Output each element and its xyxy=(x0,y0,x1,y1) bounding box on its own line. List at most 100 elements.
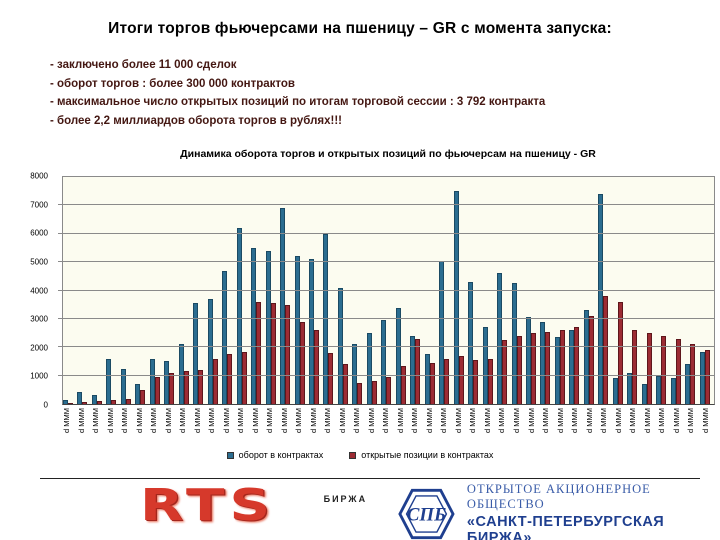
bar-pair xyxy=(468,177,482,404)
open-positions-bar xyxy=(328,352,334,404)
turnover-bar xyxy=(135,384,141,404)
bar-pair xyxy=(294,177,309,404)
open-positions-bar xyxy=(386,377,392,404)
turnover-bar xyxy=(207,299,213,404)
bar-pair xyxy=(91,177,106,404)
x-axis-tick-label: d MMM xyxy=(686,408,696,433)
bar-pair xyxy=(583,177,598,404)
bar-pair xyxy=(511,177,526,404)
bullet-item: - оборот торгов : более 300 000 контракт… xyxy=(50,77,295,90)
turnover-bar xyxy=(395,307,401,404)
open-positions-bar xyxy=(96,401,102,404)
open-positions-bar xyxy=(531,333,536,404)
open-positions-bar xyxy=(473,360,479,404)
x-axis-tick: d MMM xyxy=(381,408,396,450)
open-positions-bar xyxy=(313,330,319,404)
turnover-bar xyxy=(251,247,257,404)
open-positions-bar xyxy=(704,350,710,404)
x-axis-tick-label: d MMM xyxy=(221,408,231,433)
x-axis-tick-label: d MMM xyxy=(395,408,405,433)
turnover-bar xyxy=(149,359,155,404)
turnover-bar xyxy=(366,333,372,404)
rts-logo: RTS БИРЖА xyxy=(140,482,367,530)
x-axis-tick-label: d MMM xyxy=(541,408,551,433)
y-axis: 0 1000 2000 3000 4000 5000 6000 7000 8000 xyxy=(0,172,56,410)
bar-pair xyxy=(410,177,424,404)
bar-pair xyxy=(63,177,77,404)
x-axis-tick-label: d MMM xyxy=(453,408,463,433)
x-axis-tick: d MMM xyxy=(265,408,280,450)
bar-pair xyxy=(251,177,265,404)
turnover-bar xyxy=(323,233,329,404)
bar-pair xyxy=(337,177,352,404)
x-axis-tick-label: d MMM xyxy=(642,408,652,433)
turnover-bar xyxy=(627,372,633,404)
turnover-bar xyxy=(265,250,271,404)
open-positions-bar xyxy=(270,303,276,404)
x-axis-tick: d MMM xyxy=(91,408,106,450)
x-axis-tick: d MMM xyxy=(106,408,121,450)
open-positions-bar xyxy=(444,358,450,404)
bar-pair xyxy=(569,177,583,404)
bar-pair xyxy=(222,177,236,404)
x-axis-tick-label: d MMM xyxy=(120,408,130,433)
x-axis-tick-label: d MMM xyxy=(439,408,449,433)
slide-title: Итоги торгов фьючерсами на пшеницу – GR … xyxy=(108,20,612,37)
x-axis-tick: d MMM xyxy=(309,408,324,450)
open-positions-bar xyxy=(675,338,681,404)
open-positions-bar xyxy=(516,335,522,404)
turnover-bar xyxy=(511,283,517,404)
bar-pair xyxy=(106,177,120,404)
x-axis-tick: d MMM xyxy=(396,408,411,450)
turnover-bar xyxy=(598,194,604,404)
x-axis-tick: d MMM xyxy=(585,408,600,450)
gridline xyxy=(58,261,714,263)
bullet-item: - более 2,2 миллиардов оборота торгов в … xyxy=(50,114,343,127)
turnover-bar xyxy=(178,344,184,404)
bar-pair xyxy=(453,177,468,404)
turnover-bar xyxy=(308,259,314,404)
x-axis-tick-label: d MMM xyxy=(250,408,260,433)
open-positions-bar xyxy=(111,400,117,404)
bar-pair xyxy=(612,177,627,404)
x-axis-tick-label: d MMM xyxy=(555,408,565,433)
open-positions-bar xyxy=(603,296,609,404)
open-positions-bar xyxy=(429,362,435,404)
x-axis-tick-label: d MMM xyxy=(337,408,347,433)
open-positions-bar xyxy=(68,403,73,404)
x-axis-tick-label: d MMM xyxy=(468,408,478,433)
x-axis-tick: d MMM xyxy=(483,408,498,450)
y-axis-tick-label: 5000 xyxy=(30,257,48,267)
bar-pair xyxy=(77,177,91,404)
gridline xyxy=(58,317,714,319)
x-axis-tick: d MMM xyxy=(541,408,556,450)
bar-pair xyxy=(352,177,366,404)
x-axis-tick-label: d MMM xyxy=(410,408,420,433)
rts-logo-caption: БИРЖА xyxy=(323,494,368,504)
x-axis-tick: d MMM xyxy=(207,408,222,450)
turnover-bar xyxy=(280,208,286,404)
turnover-bar xyxy=(337,287,343,404)
x-axis-tick-label: d MMM xyxy=(76,408,86,433)
x-axis-tick: d MMM xyxy=(425,408,440,450)
x-axis-tick-label: d MMM xyxy=(323,408,333,433)
rts-logo-text: RTS xyxy=(140,480,276,531)
spb-company-type: ОТКРЫТОЕ АКЦИОНЕРНОЕ ОБЩЕСТВО xyxy=(466,482,651,511)
x-axis-tick: d MMM xyxy=(62,408,77,450)
bar-pair xyxy=(280,177,294,404)
y-axis-tick-label: 6000 xyxy=(30,228,48,238)
x-axis-tick-label: d MMM xyxy=(134,408,144,433)
bar-pair xyxy=(699,177,714,404)
bar-pair xyxy=(120,177,135,404)
x-axis-tick: d MMM xyxy=(251,408,266,450)
gridline xyxy=(58,289,714,291)
legend-label: открытые позиции в контрактах xyxy=(361,450,494,460)
x-axis-tick-label: d MMM xyxy=(105,408,115,433)
x-axis-tick-label: d MMM xyxy=(613,408,623,433)
turnover-bar xyxy=(554,337,560,404)
x-axis-tick: d MMM xyxy=(468,408,483,450)
open-positions-bar xyxy=(154,377,160,404)
x-axis-tick: d MMM xyxy=(614,408,629,450)
x-axis-tick-label: d MMM xyxy=(584,408,594,433)
x-axis-tick: d MMM xyxy=(135,408,150,450)
